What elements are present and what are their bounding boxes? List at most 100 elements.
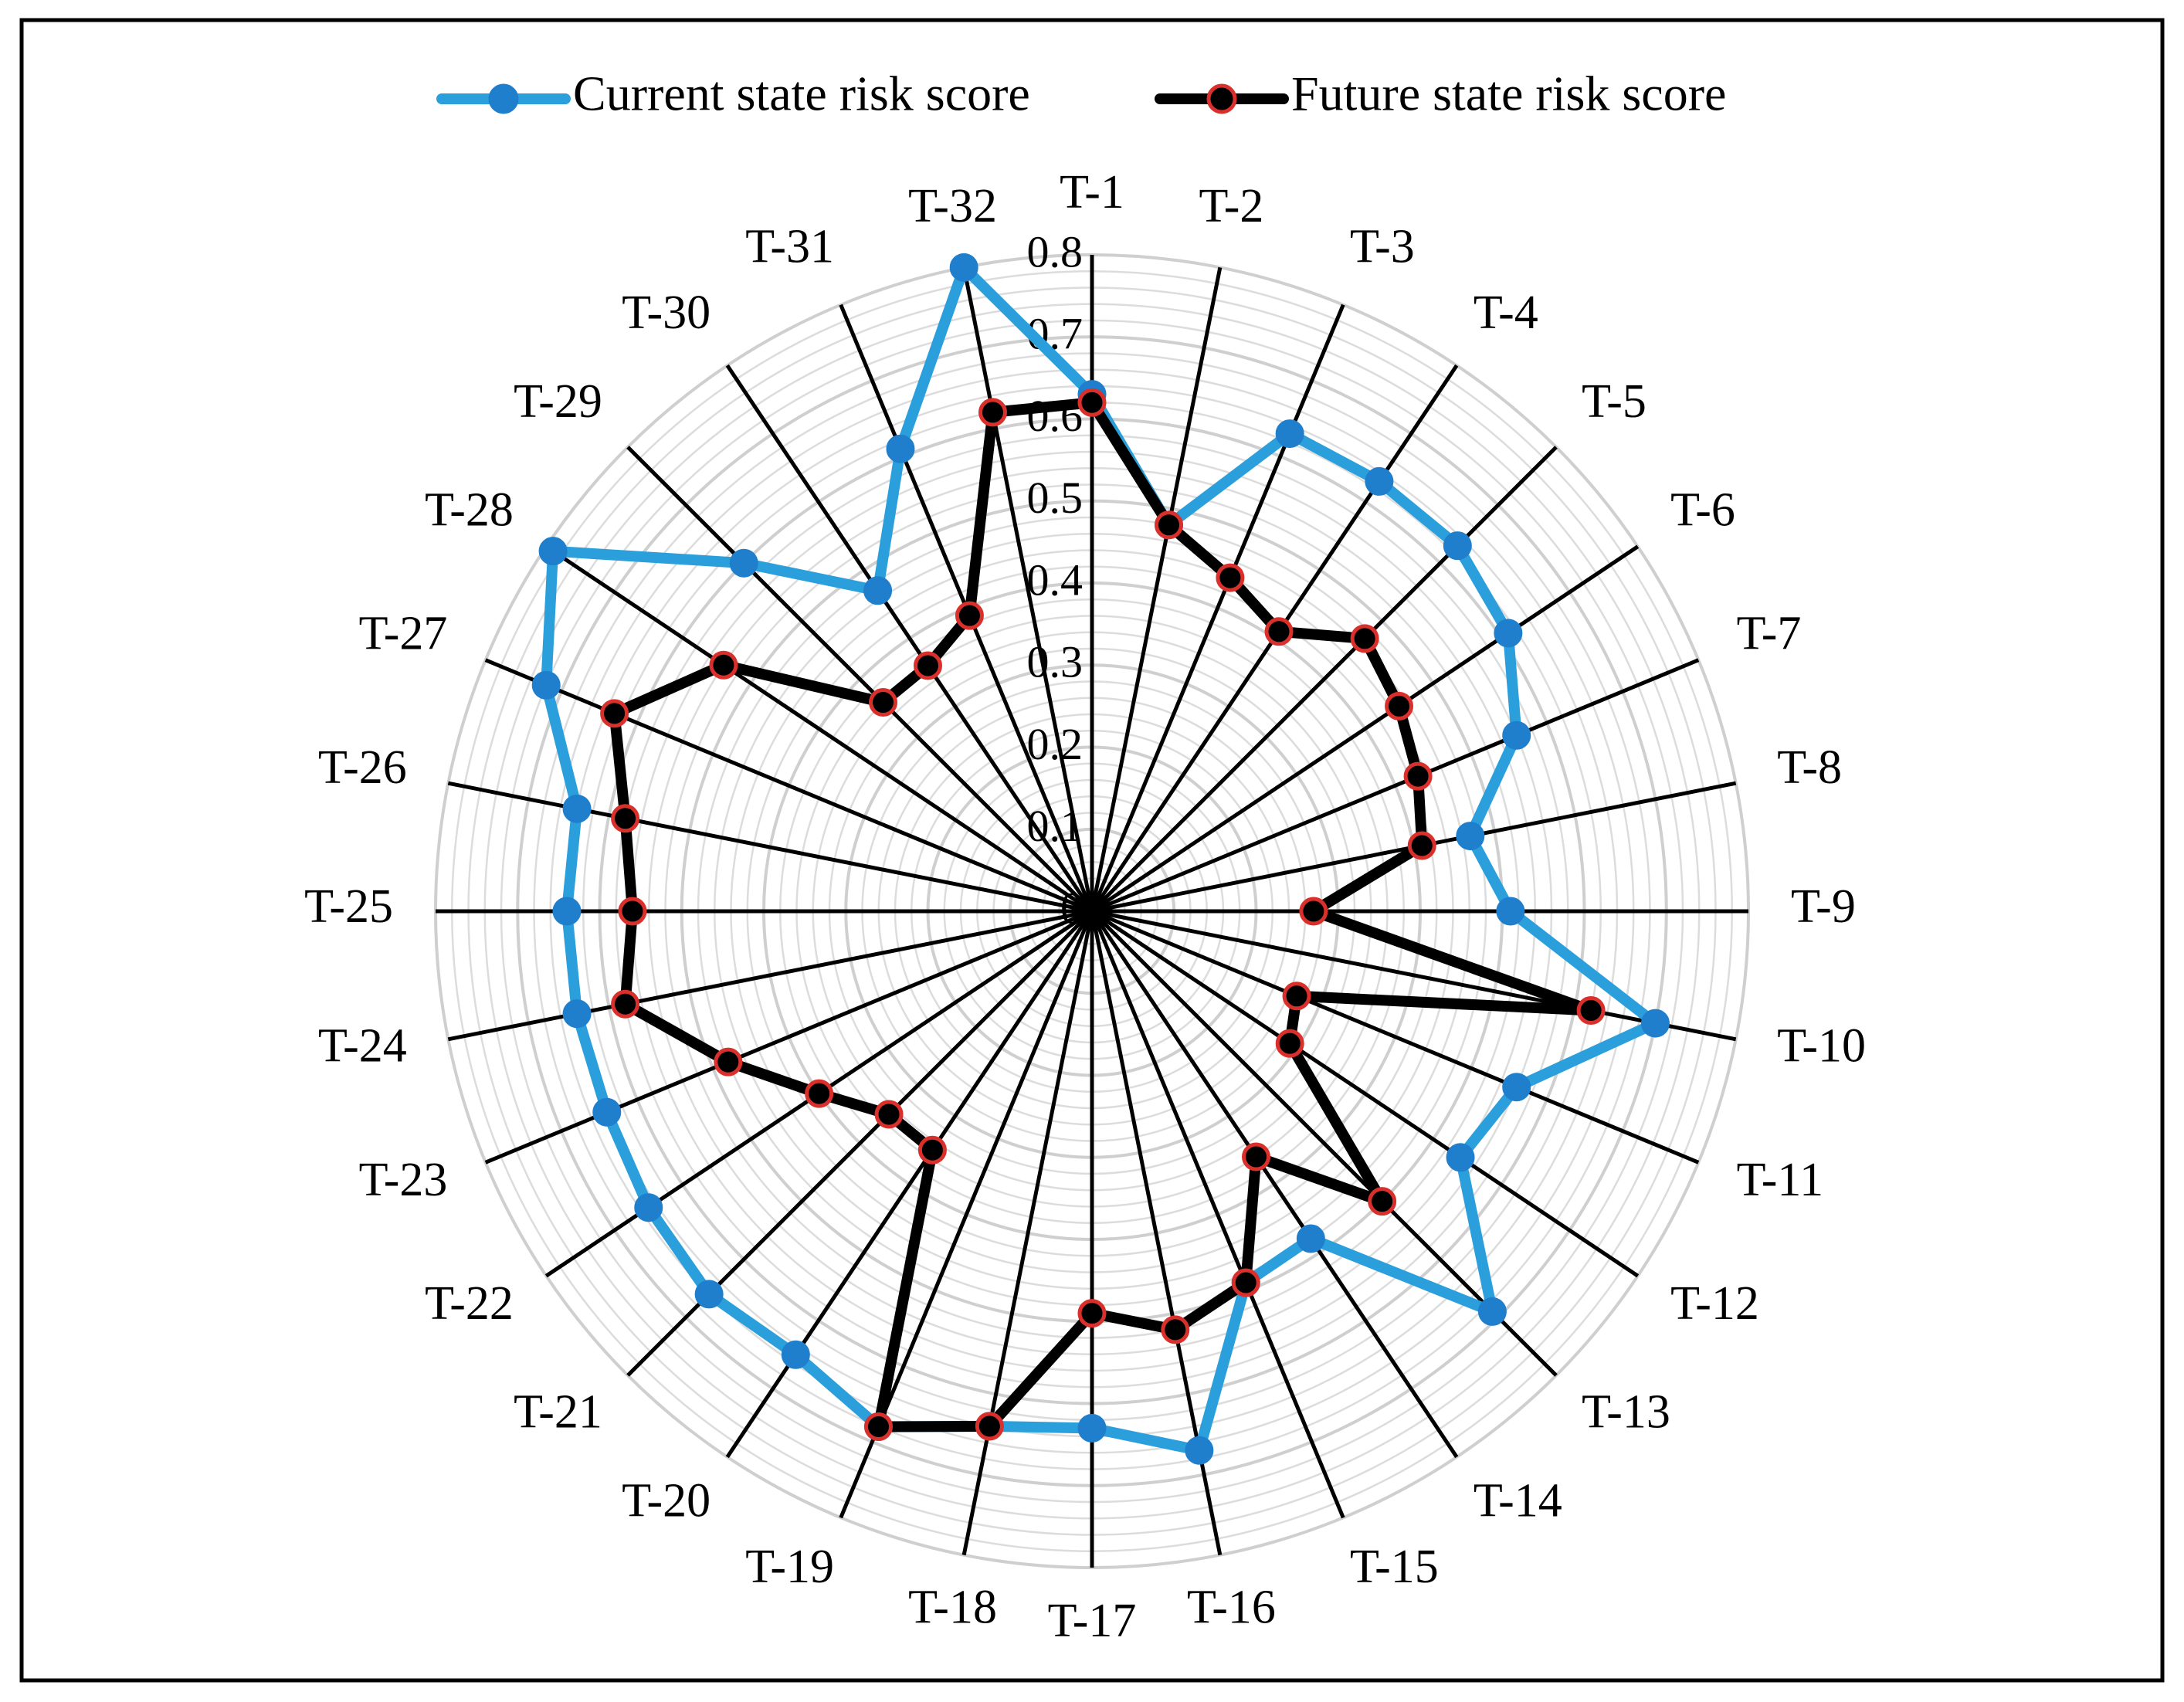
spoke-t-26	[447, 781, 1093, 914]
data-point-future	[1576, 996, 1606, 1026]
radial-tick-label: 0.4	[1027, 554, 1084, 605]
category-label: T-31	[745, 221, 834, 273]
category-label: T-12	[1670, 1277, 1759, 1330]
data-point-future	[805, 1079, 834, 1108]
legend-marker-future	[1206, 83, 1237, 114]
category-label: T-15	[1350, 1541, 1439, 1593]
category-label: T-14	[1474, 1474, 1562, 1527]
data-point-current	[1477, 1297, 1507, 1326]
data-point-current	[1456, 822, 1485, 851]
data-point-current	[1365, 466, 1394, 496]
spoke-t-12	[1090, 909, 1640, 1278]
category-label: T-18	[908, 1581, 997, 1633]
category-label: T-23	[359, 1154, 448, 1206]
data-point-future	[917, 1135, 947, 1165]
spoke-t-32	[961, 266, 1094, 912]
spoke-t-24	[447, 909, 1093, 1042]
data-point-current	[1077, 1413, 1107, 1443]
radial-tick-label: 0.3	[1027, 637, 1084, 687]
legend-label-current: Current state risk score	[573, 66, 1030, 121]
data-point-current	[949, 253, 978, 282]
data-point-current	[1502, 1073, 1531, 1102]
spoke-t-3	[1090, 303, 1345, 912]
data-point-future	[1368, 1187, 1397, 1216]
data-point-future	[1154, 510, 1183, 540]
spoke-t-23	[484, 909, 1093, 1165]
data-point-current	[1296, 1224, 1325, 1253]
category-labels: T-1 T-2 T-3 T-4 T-5 T-6 T-7 T-8 T-9 T-10 T-11 T-12 T…	[304, 166, 1866, 1647]
category-label: T-17	[1048, 1595, 1137, 1647]
radial-tick-label: 0.6	[1027, 391, 1084, 441]
category-label: T-24	[318, 1020, 407, 1073]
data-point-future	[874, 1100, 904, 1129]
radial-tick-label: 0.5	[1027, 473, 1084, 523]
spoke-t-11	[1091, 909, 1700, 1165]
spoke-t-15	[1090, 910, 1345, 1519]
data-point-current	[1185, 1436, 1214, 1465]
category-label: T-10	[1777, 1020, 1866, 1073]
data-point-future	[869, 688, 898, 717]
category-label: T-4	[1474, 286, 1538, 339]
category-label: T-8	[1777, 741, 1842, 794]
data-point-future	[1282, 982, 1311, 1011]
radial-tick-labels: 00.10.20.30.40.50.60.70.8	[1027, 226, 1084, 933]
data-point-future	[1077, 388, 1107, 417]
category-label: T-16	[1187, 1581, 1276, 1633]
category-label: T-28	[425, 483, 514, 536]
data-point-future	[1231, 1268, 1260, 1297]
data-point-current	[562, 794, 592, 823]
data-point-future	[1264, 617, 1294, 646]
data-point-current	[1446, 1143, 1475, 1172]
data-point-future	[978, 398, 1007, 427]
data-point-current	[531, 670, 561, 700]
data-point-current	[592, 1097, 622, 1127]
spoke-t-2	[1090, 266, 1223, 912]
legend-marker-current	[488, 83, 519, 114]
category-label: T-20	[622, 1474, 710, 1527]
spoke-t-28	[544, 544, 1094, 914]
category-spokes	[436, 255, 1748, 1568]
category-label: T-25	[304, 880, 393, 933]
legend-label-future: Future state risk score	[1291, 66, 1726, 121]
radial-tick-label: 0.8	[1027, 226, 1084, 276]
data-point-future	[709, 650, 738, 680]
category-label: T-27	[359, 607, 448, 659]
data-point-future	[975, 1412, 1004, 1441]
data-point-current	[562, 999, 592, 1029]
category-label: T-30	[622, 286, 710, 339]
data-point-current	[1494, 619, 1523, 648]
data-point-current	[863, 576, 893, 605]
category-label: T-2	[1199, 180, 1264, 232]
data-point-future	[864, 1412, 894, 1442]
category-label: T-11	[1737, 1154, 1824, 1206]
spoke-t-13	[1090, 910, 1558, 1377]
category-label: T-9	[1791, 880, 1856, 933]
legend: Current state risk score Future state ris…	[436, 66, 1726, 121]
data-point-current	[552, 897, 582, 926]
spoke-t-27	[484, 658, 1093, 914]
data-point-future	[1161, 1315, 1190, 1344]
data-point-future	[714, 1047, 743, 1076]
spoke-t-6	[1090, 544, 1640, 914]
data-point-current	[729, 548, 758, 578]
radial-tick-label: 0.2	[1027, 719, 1084, 769]
category-label: T-3	[1350, 221, 1415, 273]
spoke-t-14	[1090, 910, 1459, 1459]
data-point-future	[1242, 1142, 1271, 1171]
radial-tick-label: 0.1	[1027, 801, 1084, 851]
data-point-current	[1640, 1009, 1670, 1038]
data-point-current	[634, 1193, 663, 1222]
data-point-future	[955, 601, 984, 630]
category-label: T-7	[1737, 607, 1802, 659]
data-point-current	[781, 1340, 810, 1369]
category-label: T-26	[318, 741, 407, 794]
data-point-future	[611, 989, 640, 1019]
data-point-future	[1299, 897, 1328, 926]
spoke-t-18	[961, 910, 1094, 1556]
category-label: T-19	[745, 1541, 834, 1593]
category-label: T-21	[514, 1385, 602, 1438]
category-label: T-5	[1582, 375, 1646, 428]
data-point-current	[886, 434, 915, 463]
